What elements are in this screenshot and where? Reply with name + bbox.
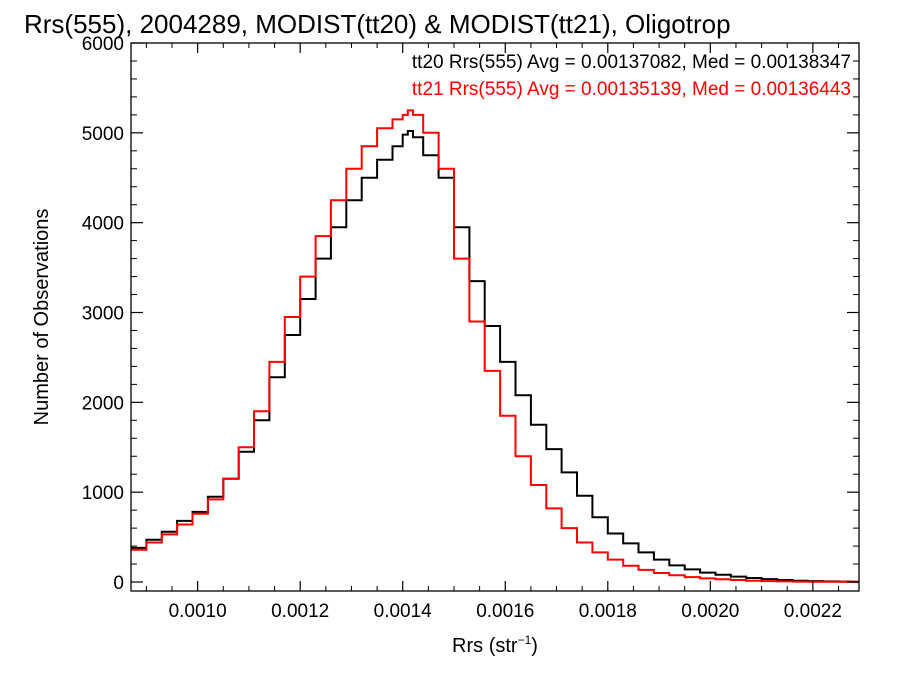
series-line-tt20: [131, 130, 859, 583]
x-tick-label: 0.0022: [784, 601, 842, 622]
x-tick-label: 0.0016: [476, 601, 534, 622]
legend-entry-tt20: tt20 Rrs(555) Avg = 0.00137082, Med = 0.…: [412, 52, 851, 73]
plot-frame: [130, 42, 860, 592]
y-axis-label: Number of Observations: [31, 209, 53, 426]
x-tick-label: 0.0010: [169, 601, 227, 622]
y-tick-label: 0: [113, 573, 124, 594]
x-axis-label: Rrs (str−1): [452, 633, 538, 657]
chart-title: Rrs(555), 2004289, MODIST(tt20) & MODIST…: [24, 9, 731, 39]
legend-entry-tt21: tt21 Rrs(555) Avg = 0.00135139, Med = 0.…: [412, 79, 851, 100]
x-tick-label: 0.0018: [579, 601, 637, 622]
series-layer: [131, 109, 859, 583]
legend: tt20 Rrs(555) Avg = 0.00137082, Med = 0.…: [412, 52, 851, 100]
ticks-layer: 0.0010 0.0012 0.0014 0.0016 0.0018 0.0020 0.00…: [82, 34, 859, 622]
series-line-tt21: [131, 109, 859, 583]
y-tick-label: 2000: [82, 393, 124, 414]
x-tick-label: 0.0014: [374, 601, 433, 622]
y-tick-label: 3000: [82, 304, 124, 325]
y-tick-label: 1000: [82, 483, 124, 504]
y-tick-label: 6000: [82, 34, 124, 55]
y-tick-label: 5000: [82, 124, 124, 145]
x-tick-label: 0.0012: [271, 601, 329, 622]
y-tick-label: 4000: [82, 214, 124, 235]
x-tick-label: 0.0020: [681, 601, 739, 622]
